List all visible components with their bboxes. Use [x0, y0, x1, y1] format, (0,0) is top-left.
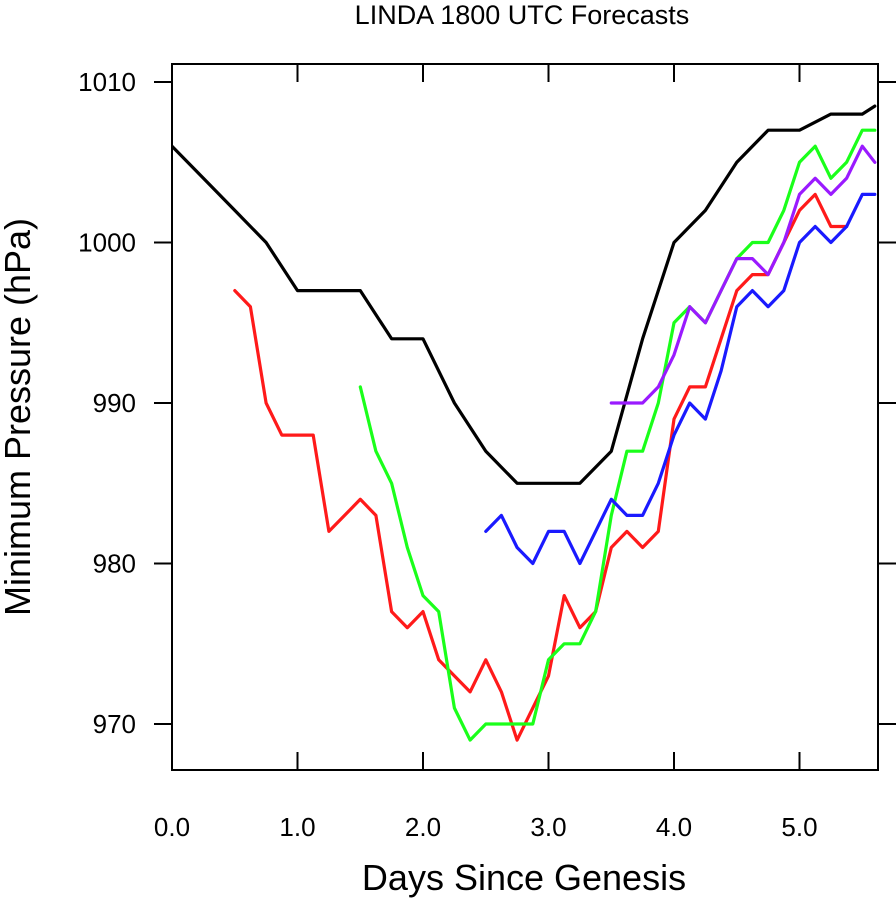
x-tick-label: 4.0 [656, 812, 692, 842]
y-tick-label: 980 [93, 549, 136, 579]
plot-frame [171, 63, 879, 771]
series-line-3 [358, 128, 877, 742]
series-layer [172, 104, 877, 742]
x-tick-label: 5.0 [781, 812, 817, 842]
y-tick-label: 1010 [78, 67, 136, 97]
series-line-1 [172, 104, 877, 485]
series-line-2 [233, 192, 849, 742]
y-tick-label: 1000 [78, 228, 136, 258]
x-tick-label: 1.0 [279, 812, 315, 842]
y-axis-label: Minimum Pressure (hPa) [0, 218, 38, 616]
x-tick-label: 3.0 [530, 812, 566, 842]
y-tick-label: 990 [93, 388, 136, 418]
chart-title: LINDA 1800 UTC Forecasts [355, 0, 690, 30]
series-line-4 [484, 192, 877, 566]
tick-layer: 0.0 1.0 2.0 3.0 4.0 5.0 970 980 990 1000 1010 [78, 64, 896, 842]
x-tick-label: 0.0 [154, 812, 190, 842]
x-axis-label: Days Since Genesis [362, 857, 686, 898]
x-tick-label: 2.0 [405, 812, 441, 842]
series-line-5 [609, 144, 877, 405]
y-tick-label: 970 [93, 709, 136, 739]
